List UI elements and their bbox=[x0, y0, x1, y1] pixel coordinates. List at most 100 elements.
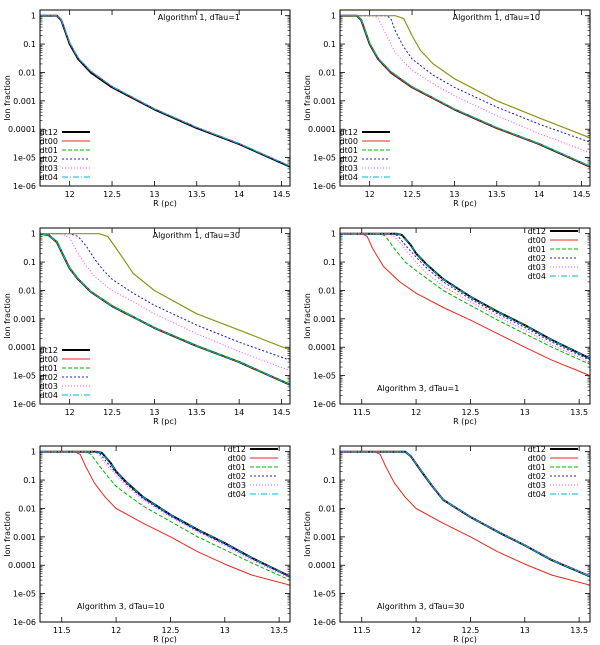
x-tick-label: 13 bbox=[520, 408, 530, 417]
plot-frame bbox=[339, 9, 591, 187]
legend-label: dt00 bbox=[228, 454, 246, 463]
legend-label: dt01 bbox=[40, 146, 58, 155]
series-line-dt00 bbox=[40, 451, 290, 586]
y-tick-label: 1e-05 bbox=[13, 154, 36, 163]
y-tick-label: 0.01 bbox=[318, 68, 336, 77]
series-line-dt02 bbox=[340, 233, 590, 361]
series-line-dt02 bbox=[40, 233, 290, 361]
series-line-dt03 bbox=[340, 15, 590, 154]
legend-label: dt00 bbox=[340, 137, 358, 146]
x-tick-label: 12.5 bbox=[103, 190, 121, 199]
series-line-dt02 bbox=[340, 15, 590, 143]
series-line-dt01 bbox=[40, 451, 290, 581]
legend-label: dt01 bbox=[40, 364, 58, 373]
x-tick-label: 13.5 bbox=[488, 190, 506, 199]
legend-label: dt01 bbox=[528, 463, 546, 472]
y-tick-label: 0.01 bbox=[18, 286, 36, 295]
x-tick-label: 13 bbox=[149, 190, 159, 199]
series-line-dt04 bbox=[340, 15, 590, 167]
legend-label: dt02 bbox=[40, 373, 58, 382]
y-tick-label: 0.0001 bbox=[308, 561, 336, 570]
x-axis-label: R (pc) bbox=[453, 417, 477, 426]
legend-label: dt01 bbox=[528, 245, 546, 254]
x-tick-label: 12.5 bbox=[162, 626, 180, 635]
legend-label: dt04 bbox=[40, 173, 58, 182]
x-tick-label: 13.5 bbox=[570, 408, 588, 417]
plot-frame bbox=[39, 9, 291, 187]
panel-2: 1 0.1 0.01 0.001 0.0001 1e-05 1e-06 12 12.5 13 13.… bbox=[303, 9, 591, 208]
panel-title: Algorithm 1, dTau=1 bbox=[158, 13, 240, 22]
series-line-dt00 bbox=[40, 233, 290, 386]
plot-frame bbox=[339, 445, 591, 623]
x-tick-label: 12 bbox=[65, 190, 75, 199]
panel-3: 1 0.1 0.01 0.001 0.0001 1e-05 1e-06 12 12.5 13 13.… bbox=[3, 227, 291, 426]
y-tick-label: 0.0001 bbox=[308, 125, 336, 134]
x-tick-label: 12 bbox=[111, 626, 121, 635]
x-tick-label: 12.5 bbox=[462, 626, 480, 635]
y-axis-label: Ion fraction bbox=[303, 75, 312, 121]
legend-label: dt04 bbox=[40, 391, 58, 400]
y-tick-label: 0.01 bbox=[318, 286, 336, 295]
plot-frame bbox=[39, 227, 291, 405]
x-axis-label: R (pc) bbox=[153, 417, 177, 426]
x-tick-label: 11.5 bbox=[353, 626, 371, 635]
x-tick-label: 12 bbox=[365, 190, 375, 199]
y-tick-label: 0.1 bbox=[23, 40, 36, 49]
legend-label: dt03 bbox=[340, 164, 358, 173]
y-tick-label: 1e-06 bbox=[13, 400, 36, 409]
series-line-dt04 bbox=[40, 233, 290, 386]
series-line-dt03 bbox=[40, 15, 290, 167]
y-tick-label: 0.001 bbox=[313, 315, 336, 324]
x-tick-label: 13.5 bbox=[570, 626, 588, 635]
series-line-dt12 bbox=[340, 14, 590, 168]
legend-label: dt04 bbox=[228, 490, 246, 499]
series-line-dt04 bbox=[340, 451, 590, 577]
legend-label: dt01 bbox=[228, 463, 246, 472]
y-tick-label: 1e-06 bbox=[313, 182, 336, 191]
y-tick-label: 1e-06 bbox=[13, 182, 36, 191]
x-tick-label: 11.5 bbox=[353, 408, 371, 417]
y-tick-label: 0.001 bbox=[313, 533, 336, 542]
y-tick-label: 0.0001 bbox=[8, 561, 36, 570]
legend-label: dt03 bbox=[528, 263, 546, 272]
y-tick-label: 1e-06 bbox=[13, 618, 36, 627]
legend-label: dt01 bbox=[340, 146, 358, 155]
series-line-dt03 bbox=[340, 233, 590, 363]
x-tick-label: 12.5 bbox=[403, 190, 421, 199]
panel-title: Algorithm 1, dTau=30 bbox=[153, 231, 240, 240]
x-tick-label: 13.5 bbox=[188, 190, 206, 199]
panel-title: Algorithm 3, dTau=10 bbox=[77, 602, 164, 611]
legend-label: dt12 bbox=[228, 445, 246, 454]
x-tick-label: 12 bbox=[65, 408, 75, 417]
y-tick-label: 0.0001 bbox=[8, 343, 36, 352]
legend-label: dt03 bbox=[228, 481, 246, 490]
plot-frame bbox=[39, 445, 291, 623]
y-tick-label: 0.001 bbox=[13, 315, 36, 324]
y-tick-label: 1e-05 bbox=[13, 372, 36, 381]
legend-label: dt03 bbox=[40, 164, 58, 173]
legend-label: dt12 bbox=[40, 346, 58, 355]
legend-label: dt03 bbox=[40, 382, 58, 391]
series-line-dt03 bbox=[40, 233, 290, 372]
legend-label: dt02 bbox=[528, 472, 546, 481]
legend-label: dt02 bbox=[528, 254, 546, 263]
series-line-extra bbox=[40, 233, 290, 351]
series-line-dt01 bbox=[40, 15, 290, 167]
y-tick-label: 0.1 bbox=[323, 40, 336, 49]
legend-label: dt03 bbox=[528, 481, 546, 490]
series-group bbox=[340, 14, 590, 168]
legend-label: dt00 bbox=[528, 454, 546, 463]
y-tick-label: 1 bbox=[31, 230, 36, 239]
legend-label: dt00 bbox=[40, 355, 58, 364]
x-tick-label: 14.5 bbox=[273, 190, 291, 199]
y-tick-label: 1e-06 bbox=[313, 618, 336, 627]
y-tick-label: 0.1 bbox=[323, 476, 336, 485]
series-line-dt01 bbox=[340, 233, 590, 365]
legend-label: dt02 bbox=[40, 155, 58, 164]
series-line-dt02 bbox=[40, 15, 290, 167]
y-axis-label: Ion fraction bbox=[3, 293, 12, 339]
x-axis-label: R (pc) bbox=[453, 635, 477, 644]
y-tick-label: 0.01 bbox=[18, 504, 36, 513]
